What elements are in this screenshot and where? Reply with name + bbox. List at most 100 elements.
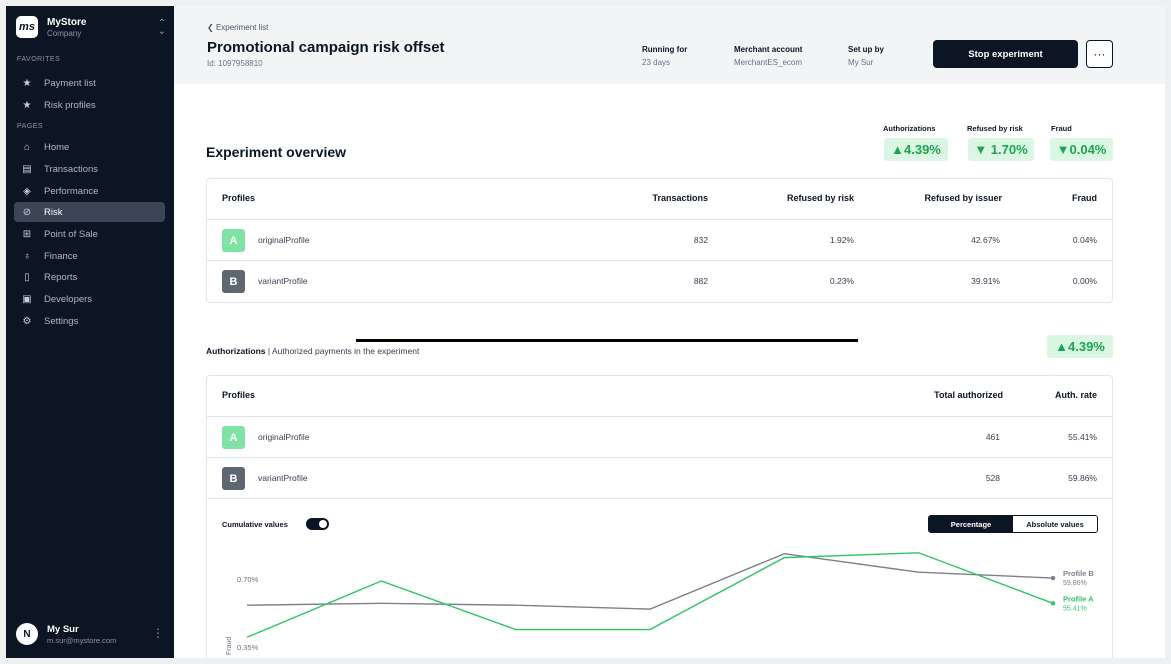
series-name-label: Profile B — [1063, 569, 1094, 578]
sidebar-item-home[interactable]: ⌂ Home — [14, 137, 165, 157]
user-name: My Sur — [47, 624, 79, 635]
series-value-label: 59.86% — [1063, 580, 1087, 587]
user-email: m.sur@mystore.com — [47, 636, 117, 645]
sidebar-item-risk[interactable]: ⊘ Risk — [14, 202, 165, 222]
sidebar-item-finance[interactable]: ♁ Finance — [14, 246, 165, 266]
sidebar-item-settings[interactable]: ⚙ Settings — [14, 311, 165, 331]
sidebar-item-payment-list[interactable]: ★ Payment list — [14, 73, 165, 93]
sidebar-item-label: Developers — [44, 293, 93, 305]
series-end-point — [1050, 575, 1056, 581]
meta-merchant-account: Merchant account MerchantES_ecom — [734, 45, 802, 67]
more-options-button[interactable]: ··· — [1086, 40, 1113, 68]
sidebar-item-point-of-sale[interactable]: ⊞ Point of Sale — [14, 224, 165, 244]
authorizations-heading: Authorizations | Authorized payments in … — [206, 346, 419, 356]
diamond-icon: ◈ — [23, 185, 31, 197]
cumulative-values-label: Cumulative values — [222, 520, 288, 529]
back-link-label: Experiment list — [215, 23, 269, 32]
favorites-label: FAVORITES — [17, 56, 61, 63]
profile-name: variantProfile — [258, 473, 308, 483]
document-icon: ▯ — [24, 271, 30, 283]
authorizations-card: Profiles Total authorized Auth. rate A o… — [206, 375, 1113, 658]
kebab-menu-icon[interactable]: ⋮ — [152, 626, 164, 640]
transactions-cell: 882 — [693, 276, 708, 286]
profile-badge: A — [222, 426, 245, 449]
chevron-updown-icon: ⌃ ⌄ — [157, 18, 166, 37]
back-to-experiment-list[interactable]: ❮ Experiment list — [207, 23, 268, 32]
store-type: Company — [47, 29, 82, 38]
sidebar-item-developers[interactable]: ▣ Developers — [14, 289, 165, 309]
fraud-cell: 0.00% — [1072, 276, 1097, 286]
sidebar-item-performance[interactable]: ◈ Performance — [14, 181, 165, 201]
avatar: N — [16, 623, 38, 645]
meta-value: MerchantES_ecom — [734, 58, 803, 67]
sidebar-item-label: Payment list — [44, 77, 96, 89]
store-switcher[interactable]: ms MyStore Company ⌃ ⌄ — [16, 16, 166, 42]
kpi-badge-refused-by-risk: ▼ 1.70% — [968, 138, 1034, 161]
meta-label: Running for — [642, 45, 688, 54]
sidebar-item-reports[interactable]: ▯ Reports — [14, 267, 165, 287]
column-header: Fraud — [1071, 193, 1097, 203]
sidebar-item-label: Risk profiles — [44, 99, 96, 111]
sidebar: ms MyStore Company ⌃ ⌄ FAVORITES ★ Paymen… — [6, 6, 174, 658]
gear-icon: ⚙ — [22, 315, 32, 327]
column-header: Profiles — [222, 390, 256, 400]
transactions-cell: 832 — [693, 235, 708, 245]
table-row[interactable]: A originalProfile 461 55.41% — [207, 417, 1112, 458]
percentage-button[interactable]: Percentage — [929, 516, 1013, 532]
chevron-left-icon: ❮ — [207, 23, 216, 32]
series-value-label: 55.41% — [1063, 605, 1087, 612]
stop-experiment-button[interactable]: Stop experiment — [933, 40, 1078, 68]
column-header: Profiles — [222, 193, 256, 203]
authorizations-title: Authorizations — [206, 346, 266, 356]
table-header-row: Profiles Transactions Refused by risk Re… — [207, 179, 1112, 220]
sidebar-item-label: Transactions — [44, 163, 99, 175]
total-authorized-cell: 528 — [985, 473, 1000, 483]
user-profile[interactable]: N My Sur m.sur@mystore.com ⋮ — [16, 620, 164, 648]
sidebar-item-risk-profiles[interactable]: ★ Risk profiles — [14, 95, 165, 115]
meta-running-for: Running for 23 days — [642, 45, 687, 67]
cumulative-values-toggle[interactable] — [306, 518, 329, 530]
overview-title: Experiment overview — [206, 144, 347, 160]
series-line-profile-b — [246, 553, 1054, 610]
absolute-values-button[interactable]: Absolute values — [1013, 516, 1097, 532]
column-header: Refused by issuer — [924, 193, 1002, 203]
fraud-line-chart: 0.70% 0.35% Fraud Profile B 59.86% Profile A 5… — [226, 552, 1094, 655]
sidebar-item-label: Performance — [44, 185, 99, 197]
column-header: Auth. rate — [1054, 390, 1097, 400]
sidebar-item-label: Risk — [44, 206, 63, 218]
refused-issuer-cell: 42.67% — [971, 235, 1000, 245]
kpi-badge-authorizations: ▲4.39% — [884, 138, 948, 161]
meta-value: 23 days — [642, 58, 671, 67]
authorizations-subtitle: | Authorized payments in the experiment — [265, 346, 420, 356]
y-tick-label: 0.70% — [237, 575, 259, 584]
page-title: Promotional campaign risk offset — [207, 39, 445, 56]
table-row[interactable]: A originalProfile 832 1.92% 42.67% 0.04% — [207, 220, 1112, 261]
kpi-label-fraud: Fraud — [1051, 124, 1072, 133]
kpi-badge-fraud: ▼0.04% — [1050, 138, 1113, 161]
kpi-label-authorizations: Authorizations — [883, 124, 936, 133]
authorizations-delta-badge: ▲4.39% — [1047, 335, 1113, 358]
profile-name: originalProfile — [258, 432, 310, 442]
refused-risk-cell: 0.23% — [829, 276, 854, 286]
y-tick-label: 0.35% — [237, 643, 259, 652]
meta-value: My Sur — [848, 58, 874, 67]
sidebar-item-label: Home — [44, 141, 70, 153]
table-row[interactable]: B variantProfile 882 0.23% 39.91% 0.00% — [207, 261, 1112, 302]
profile-badge: B — [222, 467, 245, 490]
home-icon: ⌂ — [23, 141, 31, 153]
column-header: Refused by risk — [786, 193, 854, 203]
experiment-id: Id: 1097958810 — [207, 59, 263, 68]
series-name-label: Profile A — [1063, 594, 1094, 603]
meta-label: Set up by — [848, 45, 885, 54]
sidebar-item-label: Point of Sale — [44, 228, 98, 240]
sidebar-item-transactions[interactable]: ▤ Transactions — [14, 159, 165, 179]
pages-label: PAGES — [17, 123, 44, 130]
auth-rate-cell: 55.41% — [1068, 432, 1097, 442]
store-icon: ⊞ — [22, 228, 32, 240]
column-header: Total authorized — [934, 390, 1003, 400]
table-row[interactable]: B variantProfile 528 59.86% — [207, 458, 1112, 499]
experiment-header: ❮ Experiment list Promotional campaign r… — [174, 6, 1165, 84]
refused-risk-cell: 1.92% — [829, 235, 854, 245]
more-icon: ··· — [1093, 47, 1106, 61]
table-icon: ▤ — [22, 163, 32, 175]
